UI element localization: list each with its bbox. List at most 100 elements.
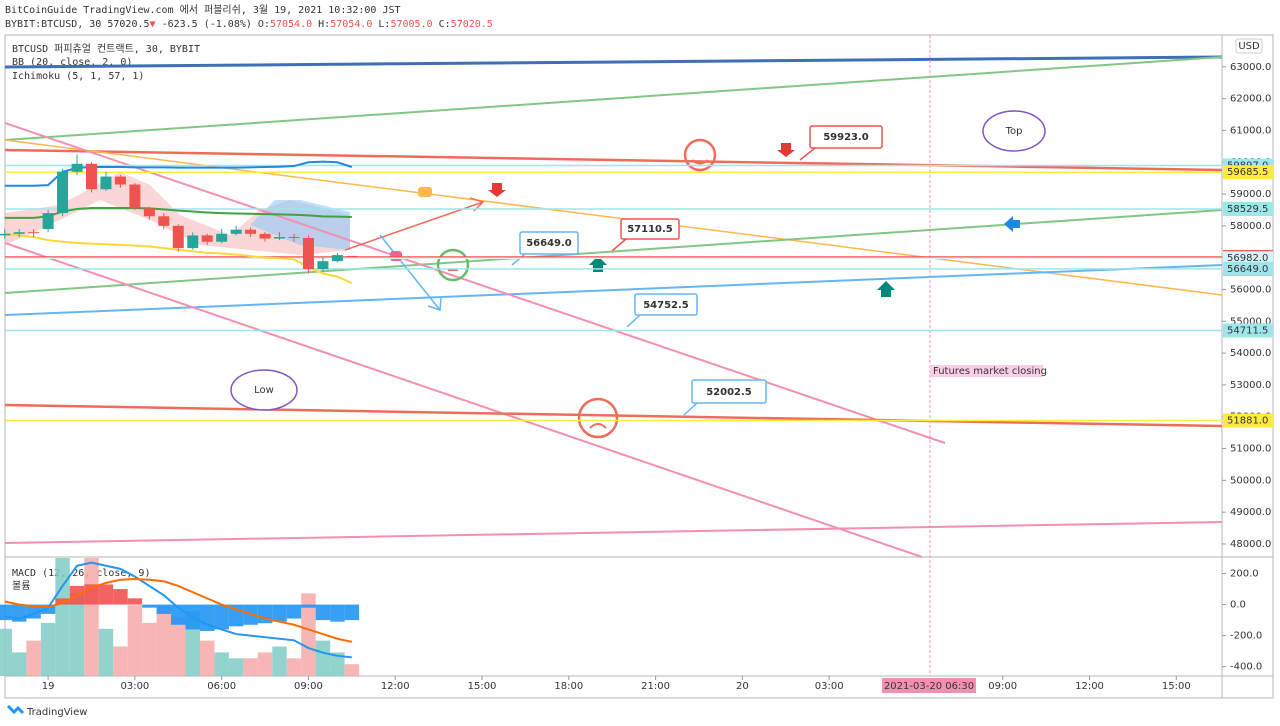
price-badge [1223, 413, 1273, 428]
x-tick-label: 20 [736, 681, 749, 692]
candle-body [85, 163, 97, 190]
volume-bar [55, 558, 70, 676]
ohlc: H: [318, 19, 330, 30]
frame [4, 34, 1274, 699]
cursor-badge [882, 678, 976, 693]
header-line: BYBIT:BTCUSD, 30 57020.5▼ -623.5 (-1.08%… [5, 19, 493, 30]
histogram-bar [98, 584, 114, 605]
volume-bar [98, 628, 114, 676]
histogram-bar [315, 604, 331, 621]
y-tick-label: 58000.0 [1230, 221, 1271, 232]
logo [6, 704, 25, 715]
volume-bar [315, 640, 331, 676]
annotation: 54752.5 [643, 300, 689, 311]
price-badge [1223, 251, 1273, 266]
volume-bar [272, 646, 287, 676]
y-tick-label: 59000.0 [1230, 189, 1271, 200]
y-tick-label: 50000.0 [1230, 475, 1271, 486]
legend: BB (20, close, 2, 0) [12, 57, 132, 68]
x-tick-label: 15:00 [1162, 681, 1191, 692]
price-badge-label: 54711.5 [1227, 325, 1268, 336]
ohlc: 57020.5 [451, 19, 493, 30]
y-tick-label: 53000.0 [1230, 380, 1271, 391]
candle-body [42, 213, 54, 230]
currency-box[interactable] [1235, 38, 1263, 54]
candle-body [71, 163, 83, 172]
ohlc: L: [378, 19, 390, 30]
histogram-bar [156, 604, 172, 614]
x-tick-label: 06:00 [207, 681, 236, 692]
volume-bar [257, 652, 273, 676]
x-tick-label: 18:00 [554, 681, 583, 692]
price-badge [1223, 165, 1273, 180]
histogram-bar [40, 604, 56, 614]
annotation: 59923.0 [823, 132, 869, 143]
candle-body [57, 171, 69, 214]
y-tick-label: 56000.0 [1230, 284, 1271, 295]
y-tick-label: 54000.0 [1230, 348, 1271, 359]
volume-bar [0, 628, 12, 676]
header-source: BitCoinGuide TradingView.com 에서 퍼블리쉬, 3월… [5, 4, 401, 16]
y-tick-label: 55000.0 [1230, 316, 1271, 327]
y-tick-label: 63000.0 [1230, 62, 1271, 73]
y-tick-label: 0.0 [1230, 600, 1246, 611]
volume-bar [142, 622, 157, 676]
candle-body [0, 233, 11, 236]
histogram-bar [142, 604, 157, 608]
annotation: 52002.5 [706, 387, 752, 398]
x-tick-label: 15:00 [468, 681, 497, 692]
candle-body [201, 235, 213, 242]
pane-subtitle: 볼륨 [12, 580, 30, 592]
volume-bar [301, 593, 316, 676]
y-tick-label: -400.0 [1230, 662, 1262, 673]
volume-bar [84, 558, 99, 676]
histogram-bar [127, 598, 143, 605]
histogram-bar [199, 604, 215, 631]
legend: Ichimoku (5, 1, 57, 1) [12, 71, 144, 82]
cloud [250, 200, 350, 250]
price-badge-label: 51881.0 [1227, 416, 1268, 427]
volume-bar [127, 605, 143, 676]
histogram-bar [272, 604, 287, 622]
histogram-bar [113, 589, 128, 605]
x-tick-label: 12:00 [1075, 681, 1104, 692]
ohlc: C: [439, 19, 451, 30]
price-badge [1223, 323, 1273, 338]
price-badge-label: 59685.5 [1227, 167, 1268, 178]
candle-body [129, 184, 141, 209]
price-badge-label: 58529.5 [1227, 204, 1268, 215]
x-tick-label: 12:00 [381, 681, 410, 692]
y-tick-label: -200.0 [1230, 631, 1262, 642]
price-badge [1223, 202, 1273, 217]
x-tick-label: 19 [42, 681, 55, 692]
histogram-bar [55, 598, 70, 605]
candle-body [187, 235, 199, 249]
candle-body [13, 232, 25, 234]
volume-bar [40, 622, 56, 676]
currency[interactable]: USD [1238, 41, 1260, 52]
price-badge-label: 56982.0 [1227, 253, 1268, 264]
last: 57020.5 [107, 19, 149, 30]
x-tick-label: 21:00 [641, 681, 670, 692]
candle-body [230, 229, 242, 234]
y-tick-label: 49000.0 [1230, 507, 1271, 518]
volume-bar [243, 658, 258, 676]
candle-body [346, 255, 358, 258]
volume-bar [171, 617, 186, 676]
annotation: 57110.5 [627, 224, 673, 235]
volume-bar [214, 652, 229, 676]
y-tick-label: 200.0 [1230, 569, 1259, 580]
volume-bar [330, 652, 345, 676]
ohlc: 57005.0 [390, 19, 432, 30]
symbol: BYBIT:BTCUSD, 30 [5, 19, 101, 30]
y-tick-label: 61000.0 [1230, 125, 1271, 136]
callouts: Top Low 56649.0 57110.5 59923.0 54752.5 … [230, 110, 1047, 416]
annotation: Top [1005, 126, 1023, 137]
volume-bar [26, 640, 41, 676]
volume-bar [344, 664, 360, 676]
price-badge [1223, 261, 1273, 276]
legend: BTCUSD 퍼피츄얼 컨트랙트, 30, BYBIT [12, 43, 200, 55]
candle-body [114, 176, 126, 185]
annotation: Low [254, 385, 274, 396]
candle-body [216, 233, 228, 242]
